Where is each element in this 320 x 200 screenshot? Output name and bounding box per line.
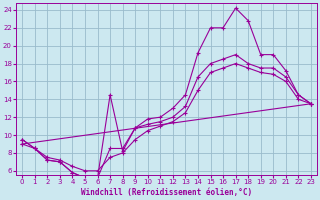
X-axis label: Windchill (Refroidissement éolien,°C): Windchill (Refroidissement éolien,°C) bbox=[81, 188, 252, 197]
